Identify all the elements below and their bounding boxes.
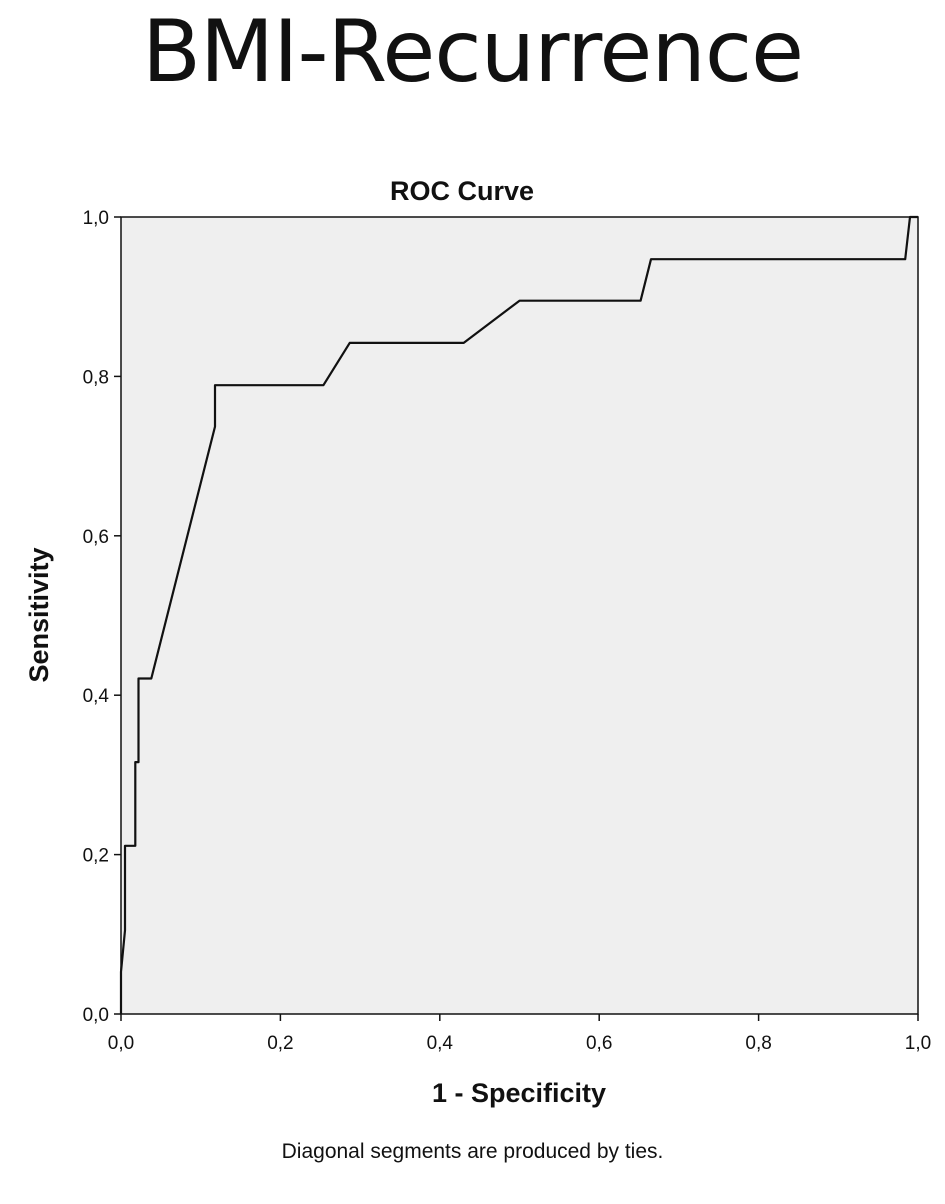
axis-ticks: 0,0 0,2 0,4 0,6 0,8 1,0 0,0 0,2 0,4 0,6 0,8 1,0 [83, 208, 932, 1054]
y-axis-label: Sensitivity [24, 547, 54, 682]
roc-curve-line [119, 215, 918, 1014]
x-axis-label: 1 - Specificity [432, 1078, 606, 1108]
y-tick-label: 1,0 [83, 208, 109, 229]
y-tick-label: 0,4 [83, 686, 110, 707]
x-tick-label: 0,8 [745, 1033, 771, 1054]
y-tick-label: 0,8 [83, 367, 109, 388]
x-tick-label: 1,0 [905, 1033, 931, 1054]
y-tick-label: 0,0 [83, 1005, 109, 1026]
y-tick-label: 0,2 [83, 846, 109, 867]
y-tick-label: 0,6 [83, 527, 109, 548]
chart-footnote: Diagonal segments are produced by ties. [281, 1140, 664, 1163]
x-tick-label: 0,6 [586, 1033, 612, 1054]
x-tick-label: 0,2 [267, 1033, 293, 1054]
plot-area [120, 216, 919, 1015]
x-tick-label: 0,0 [108, 1033, 134, 1054]
chart-title: ROC Curve [390, 176, 534, 206]
page-title: BMI-Recurrence [141, 2, 804, 102]
x-tick-label: 0,4 [427, 1033, 454, 1054]
